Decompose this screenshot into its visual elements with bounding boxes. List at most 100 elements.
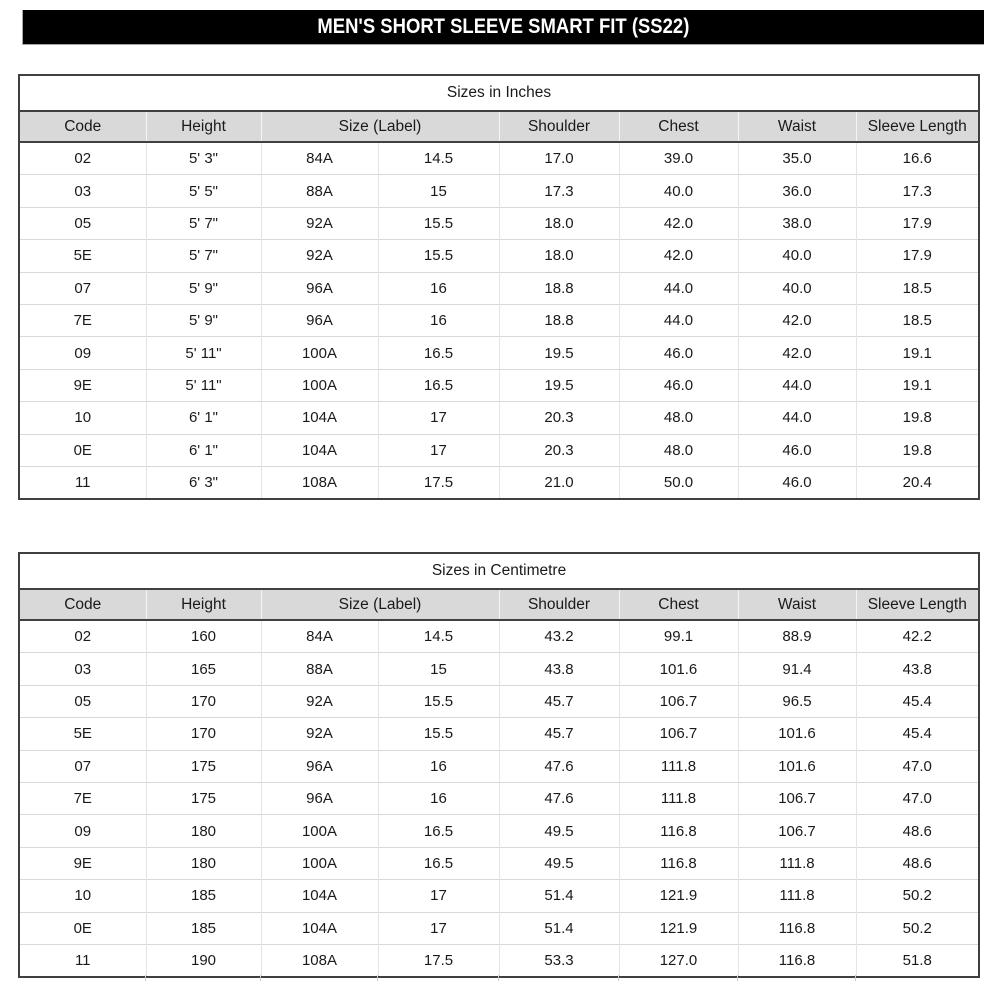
- column-header: Size (Label): [260, 589, 499, 621]
- table-cell: 127.0: [618, 943, 738, 978]
- table-row: 05 170 92A 15.5 45.7 106.7 96.5 45.4: [19, 684, 980, 718]
- table-cell: 38.0: [737, 206, 856, 240]
- table-cell: 175: [145, 749, 261, 783]
- table-header-row: Code Height Size (Label) Shoulder Chest Waist…: [19, 589, 980, 621]
- column-header: Size (Label): [260, 111, 499, 143]
- table-cell: 03: [19, 652, 146, 686]
- table-cell: 45.4: [855, 684, 980, 718]
- table-cell: 05: [19, 684, 146, 718]
- table-cell: 47.6: [498, 781, 619, 815]
- table-cell: 104A: [260, 401, 378, 435]
- table-cell: 6' 3": [145, 465, 261, 500]
- table-cell: 46.0: [618, 368, 738, 402]
- table-row: 02 5' 3" 84A 14.5 17.0 39.0 35.0 16.6: [19, 142, 979, 175]
- table-cell: 20.4: [855, 465, 979, 500]
- table-cell: 18.5: [855, 271, 979, 305]
- table-cell: 02: [74, 628, 92, 646]
- table-cell: 53.3: [498, 943, 619, 978]
- table-cell: 116.8: [618, 846, 738, 880]
- table-cell: 0E: [19, 433, 146, 467]
- table-cell: 180: [145, 814, 261, 848]
- page-title: MEN'S SHORT SLEEVE SMART FIT (SS22): [317, 15, 690, 38]
- table-cell: 42.0: [618, 206, 738, 240]
- table-cell: 50.2: [855, 879, 980, 913]
- table-cell: 19.8: [855, 401, 979, 435]
- table-cell: 18.8: [498, 271, 619, 305]
- table-row: 11 190 108A 17.5 53.3 127.0 116.8 51.8: [19, 943, 980, 978]
- table-cell: 11: [19, 943, 146, 978]
- table-cell: 35.0: [737, 142, 856, 175]
- table-cell: 10: [19, 879, 146, 913]
- table-cell: 02: [74, 150, 92, 168]
- table-cell: 07: [19, 749, 146, 783]
- table-cell: 45.7: [498, 717, 619, 751]
- table-cell: 46.0: [618, 336, 738, 370]
- table-cell: 44.0: [618, 271, 738, 305]
- table-cell: 20.3: [498, 433, 619, 467]
- table-cell: 15: [377, 174, 499, 208]
- table-cell: 7E: [19, 781, 146, 815]
- table-cell: 17.9: [855, 206, 979, 240]
- table-title-row: Sizes in Centimetre: [19, 553, 980, 590]
- table-cell: 101.6: [618, 652, 738, 686]
- table-cell: 17: [377, 911, 499, 945]
- table-cell: 88A: [260, 652, 378, 686]
- table-cell: 36.0: [737, 174, 856, 208]
- table-cell: 51.8: [855, 943, 980, 978]
- table-cell: 47.6: [498, 749, 619, 783]
- table-cell: 19.5: [498, 336, 619, 370]
- table-cell: 03: [19, 174, 146, 208]
- table-cell: 50.2: [855, 911, 980, 945]
- table-cell: 100A: [260, 336, 378, 370]
- table-cell: 48.6: [855, 846, 980, 880]
- table-cell: 15.5: [377, 684, 499, 718]
- table-cell: 48.6: [855, 814, 980, 848]
- table-cell: 16: [377, 781, 499, 815]
- table-cell: 165: [145, 652, 261, 686]
- table-cell: 15.5: [377, 239, 499, 273]
- table-cell: 43.2: [498, 620, 619, 653]
- table-cell: 15.5: [377, 206, 499, 240]
- table-cell: 104A: [260, 433, 378, 467]
- table-cell: 05: [19, 206, 146, 240]
- table-row: 5E 170 92A 15.5 45.7 106.7 101.6 45.4: [19, 717, 980, 751]
- table-row: 05 5' 7" 92A 15.5 18.0 42.0 38.0 17.9: [19, 206, 979, 240]
- table-cell: 96A: [260, 781, 378, 815]
- table-cell: 40.0: [618, 174, 738, 208]
- table-cell: 88A: [260, 174, 378, 208]
- table-cell: 48.0: [618, 433, 738, 467]
- table-cell: 96.5: [737, 684, 856, 718]
- column-header: Height: [145, 589, 261, 621]
- column-header: Sleeve Length: [855, 111, 979, 143]
- table-cell: 104A: [260, 911, 378, 945]
- table-cell: 84A: [260, 142, 378, 175]
- table-cell: 111.8: [618, 781, 738, 815]
- table-cell: 106.7: [618, 717, 738, 751]
- table-cell: 111.8: [618, 749, 738, 783]
- table-cell: 11: [19, 465, 146, 500]
- table-cell: 7E: [19, 303, 146, 337]
- table-cell: 6' 1": [145, 433, 261, 467]
- page-title-bar: MEN'S SHORT SLEEVE SMART FIT (SS22): [22, 10, 984, 45]
- table-cell: 43.8: [498, 652, 619, 686]
- table-cell: 9E: [19, 846, 146, 880]
- table-cell: 106.7: [737, 781, 856, 815]
- table-cell: 49.5: [498, 814, 619, 848]
- table-body: 02 160 84A 14.5 43.2 99.1 88.9 42.2 03 165 88A 15 43…: [19, 620, 980, 978]
- sizes-in-inches-table: Sizes in Inches Code Height Size (Label) Sh…: [18, 74, 980, 501]
- table-cell: 106.7: [618, 684, 738, 718]
- table-cell: 108A: [260, 943, 378, 978]
- table-body: 02 5' 3" 84A 14.5 17.0 39.0 35.0 16.6 03 5' 5" 88A…: [19, 142, 979, 500]
- table-cell: 51.4: [498, 911, 619, 945]
- table-cell: 43.8: [855, 652, 980, 686]
- table-cell: 84A: [260, 620, 378, 653]
- table-cell: 46.0: [737, 465, 856, 500]
- table-cell: 88.9: [737, 620, 856, 653]
- table-cell: 6' 1": [145, 401, 261, 435]
- table-cell: 100A: [260, 814, 378, 848]
- table-cell: 0E: [19, 911, 146, 945]
- column-header: Height: [145, 111, 261, 143]
- table-cell: 108A: [260, 465, 378, 500]
- table-cell: 42.0: [618, 239, 738, 273]
- table-cell: 99.1: [618, 620, 738, 653]
